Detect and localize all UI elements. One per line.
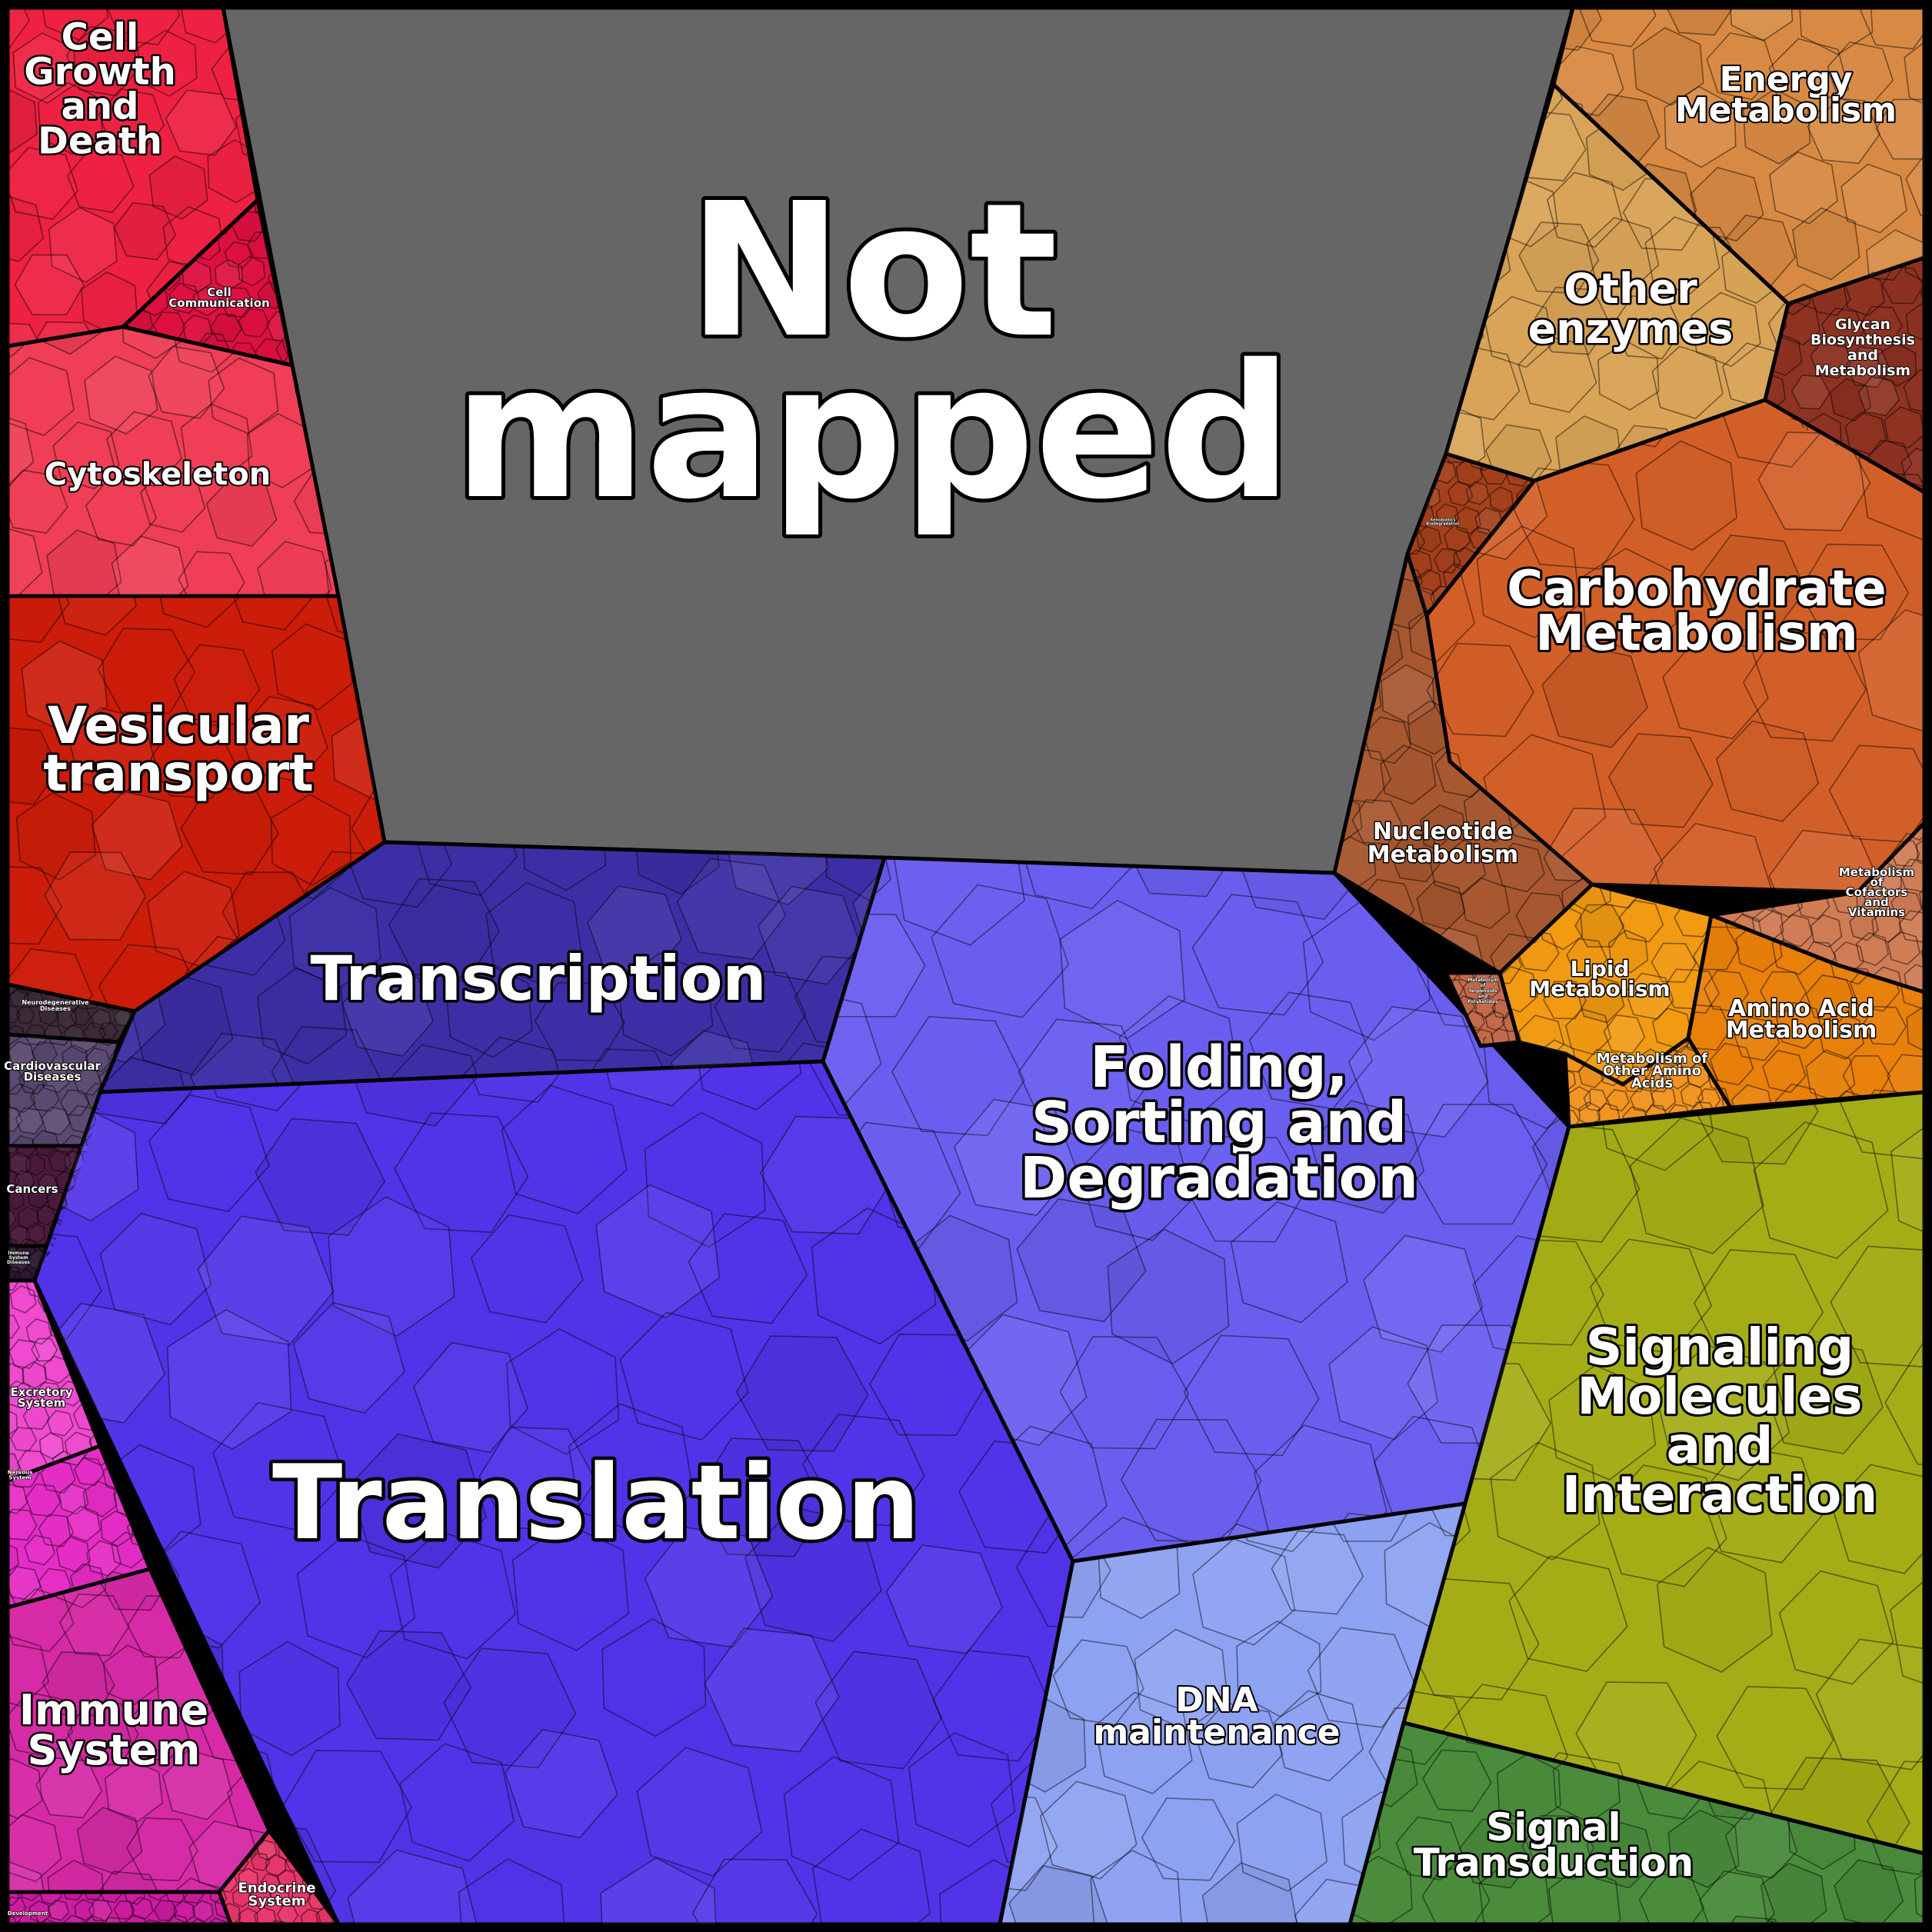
label-nucleotide-metabolism: Nucleotide Metabolism [1367,818,1519,868]
label-immune-system-diseases: Immune System Diseases [7,1251,30,1265]
label-nervous-system: Nervous System [8,1470,33,1481]
subcells-cell-growth [8,8,258,346]
label-cardiovascular-diseases: Cardiovascular Diseases [4,1059,101,1084]
label-signal-transduction: Signal Transduction [1414,1805,1694,1885]
label-cytoskeleton: Cytoskeleton [45,457,271,492]
label-transcription: Transcription [311,943,767,1014]
label-cell-communication: Cell Communication [168,285,269,310]
region-cytoskeleton[interactable] [5,325,341,598]
label-dna-maintenance: DNA maintenance [1093,1681,1340,1752]
subcells-translation [35,1061,1073,1924]
label-terpenoids-polyketides: Metabolism of Terpenoids and Polyketides [1467,978,1498,1004]
label-cofactors-vitamins: Metabolism of Cofactors and Vitamins [1839,865,1914,919]
region-development[interactable] [5,1890,233,1927]
label-lipid-metabolism: Lipid Metabolism [1529,956,1670,1001]
label-folding-sorting-degradation: Folding, Sorting and Degradation [1020,1034,1418,1211]
label-xenobiotics-biodegradation: Xenobiotics Biodegradation [1426,518,1460,527]
label-development: Development [8,1910,48,1917]
label-endocrine-system: Endocrine System [238,1880,315,1910]
regions-layer [5,5,1927,1927]
label-carbohydrate-metabolism: Carbohydrate Metabolism [1507,561,1886,662]
label-cancers: Cancers [6,1182,58,1196]
label-cell-growth-and-death: Cell Growth and Death [24,16,176,163]
label-other-amino-acids: Metabolism of Other Amino Acids [1597,1051,1708,1091]
label-other-enzymes: Other enzymes [1528,265,1734,353]
labels-layer: Not mapped Cell Growth and Death Cell Communi… [3,14,1916,1917]
label-not-mapped: Not mapped [454,163,1292,540]
label-glycan-biosynthesis: Glycan Biosynthesis and Metabolism [1810,316,1915,379]
subcells-development [8,1892,231,1924]
label-amino-acid-metabolism: Amino Acid Metabolism [1726,995,1877,1044]
label-energy-metabolism: Energy Metabolism [1675,60,1897,130]
label-signaling-molecules: Signaling Molecules and Interaction [1562,1317,1878,1524]
region-other-amino-acids[interactable] [1563,1036,1733,1129]
label-translation: Translation [272,1443,920,1563]
subcells-vesicular-transport [8,596,385,1011]
label-neurodegenerative-diseases: Neurodegenerative Diseases [22,999,89,1012]
region-signal-transduction[interactable] [1347,1720,1927,1927]
label-excretory-system: Excretory System [10,1385,72,1410]
label-immune-system: Immune System [19,1686,208,1774]
label-vesicular-transport: Vesicular transport [43,696,314,803]
